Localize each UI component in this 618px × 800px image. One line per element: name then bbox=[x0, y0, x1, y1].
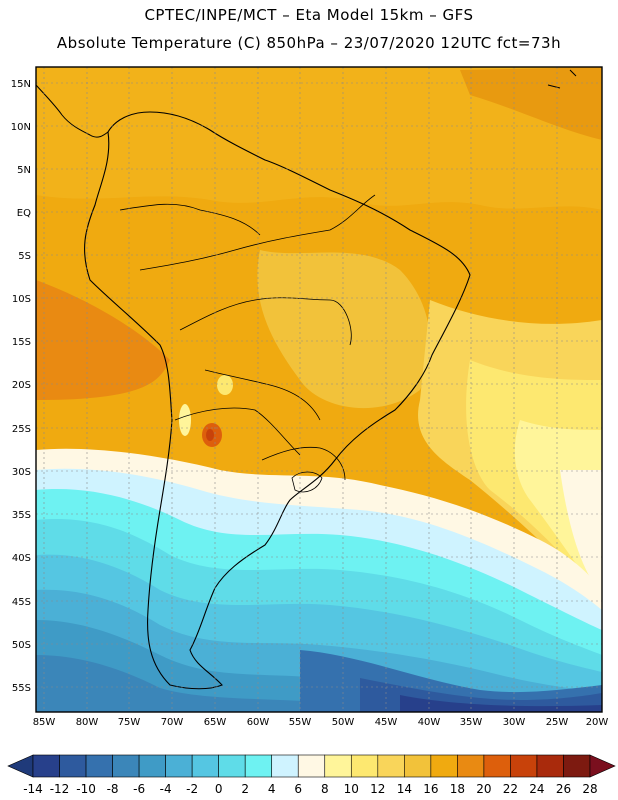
latitude-axis: 15N 10N 5N EQ 5S 10S 15S 20S 25S 30S 35S… bbox=[11, 79, 31, 694]
colorbar-swatch bbox=[244, 754, 273, 778]
colorbar-swatch bbox=[191, 754, 219, 778]
colorbar-label: 20 bbox=[476, 782, 491, 796]
colorbar-swatch bbox=[165, 754, 193, 778]
lat-label: 50S bbox=[12, 640, 31, 651]
lat-label: 25S bbox=[12, 424, 31, 435]
colorbar-label: 6 bbox=[294, 782, 302, 796]
lat-label: 20S bbox=[12, 380, 31, 391]
colorbar-label: -2 bbox=[186, 782, 198, 796]
colorbar-swatch bbox=[377, 754, 405, 778]
colorbar-swatch bbox=[483, 754, 511, 778]
lon-label: 75W bbox=[118, 717, 141, 728]
colorbar-swatch bbox=[271, 754, 299, 778]
colorbar-swatch bbox=[85, 754, 113, 778]
south-america-outline bbox=[84, 111, 471, 690]
lat-label: 30S bbox=[12, 467, 31, 478]
lat-label: 55S bbox=[12, 683, 31, 694]
lat-label: 5S bbox=[18, 251, 31, 262]
caribbean-islands bbox=[547, 69, 577, 89]
colorbar-label: 24 bbox=[529, 782, 544, 796]
colorbar-label: 12 bbox=[370, 782, 385, 796]
lon-label: 85W bbox=[33, 717, 56, 728]
lon-label: 55W bbox=[289, 717, 312, 728]
colorbar-label: -4 bbox=[160, 782, 172, 796]
colorbar-label: -14 bbox=[23, 782, 43, 796]
lon-label: 20W bbox=[586, 717, 609, 728]
temperature-field bbox=[36, 67, 602, 712]
lat-label: 45S bbox=[12, 597, 31, 608]
lon-label: 50W bbox=[332, 717, 355, 728]
lon-label: 35W bbox=[460, 717, 483, 728]
colorbar-swatch bbox=[112, 754, 140, 778]
lon-label: 30W bbox=[503, 717, 526, 728]
colorbar: -14 -12 -10 -8 -6 -4 -2 0 2 4 6 8 10 12 14 16 18 20 22 24 26… bbox=[7, 754, 616, 796]
colorbar-label: -6 bbox=[133, 782, 145, 796]
colorbar-label: 8 bbox=[321, 782, 329, 796]
lon-label: 40W bbox=[418, 717, 441, 728]
colorbar-label: 2 bbox=[241, 782, 249, 796]
lat-label: 35S bbox=[12, 510, 31, 521]
lat-label: 10S bbox=[12, 294, 31, 305]
colorbar-label: 26 bbox=[556, 782, 571, 796]
colorbar-swatch bbox=[510, 754, 538, 778]
lat-label: EQ bbox=[17, 208, 31, 219]
colorbar-swatch bbox=[430, 754, 458, 778]
colorbar-label: 18 bbox=[450, 782, 465, 796]
colorbar-label: 22 bbox=[503, 782, 518, 796]
colorbar-label: 14 bbox=[397, 782, 412, 796]
longitude-axis: 85W 80W 75W 70W 65W 60W 55W 50W 45W 40W … bbox=[33, 717, 609, 728]
lat-label: 15S bbox=[12, 337, 31, 348]
lat-label: 40S bbox=[12, 553, 31, 564]
colorbar-swatch bbox=[297, 754, 326, 778]
colorbar-swatch bbox=[218, 754, 246, 778]
map-title-line1: CPTEC/INPE/MCT – Eta Model 15km – GFS bbox=[144, 6, 474, 24]
lat-label: 10N bbox=[11, 122, 31, 133]
lon-label: 65W bbox=[204, 717, 227, 728]
lat-label: 15N bbox=[11, 79, 31, 90]
country-borders bbox=[119, 194, 376, 493]
colorbar-label: -10 bbox=[76, 782, 96, 796]
central-america-outline bbox=[35, 84, 109, 138]
graticule bbox=[36, 67, 602, 712]
map-frame bbox=[35, 66, 603, 713]
lon-label: 70W bbox=[161, 717, 184, 728]
lon-label: 60W bbox=[247, 717, 270, 728]
colorbar-swatch bbox=[563, 754, 591, 778]
colorbar-label: 16 bbox=[423, 782, 438, 796]
lon-label: 45W bbox=[375, 717, 398, 728]
lon-label: 80W bbox=[76, 717, 99, 728]
colorbar-label: 0 bbox=[215, 782, 223, 796]
colorbar-swatch bbox=[457, 754, 485, 778]
colorbar-label: 28 bbox=[582, 782, 597, 796]
lon-label: 25W bbox=[546, 717, 569, 728]
colorbar-swatch bbox=[32, 754, 60, 778]
colorbar-swatch bbox=[404, 754, 432, 778]
colorbar-under-triangle bbox=[7, 754, 34, 778]
colorbar-label: 10 bbox=[344, 782, 359, 796]
colorbar-label: -12 bbox=[50, 782, 70, 796]
colorbar-swatch bbox=[350, 754, 379, 778]
colorbar-over-triangle bbox=[589, 754, 616, 778]
map-title-line2: Absolute Temperature (C) 850hPa – 23/07/… bbox=[56, 34, 562, 52]
colorbar-label: -8 bbox=[107, 782, 119, 796]
colorbar-swatch bbox=[536, 754, 564, 778]
colorbar-swatch bbox=[324, 754, 352, 778]
colorbar-label: 4 bbox=[268, 782, 276, 796]
lat-label: 5N bbox=[17, 165, 31, 176]
colorbar-swatch bbox=[59, 754, 87, 778]
colorbar-swatch bbox=[138, 754, 166, 778]
